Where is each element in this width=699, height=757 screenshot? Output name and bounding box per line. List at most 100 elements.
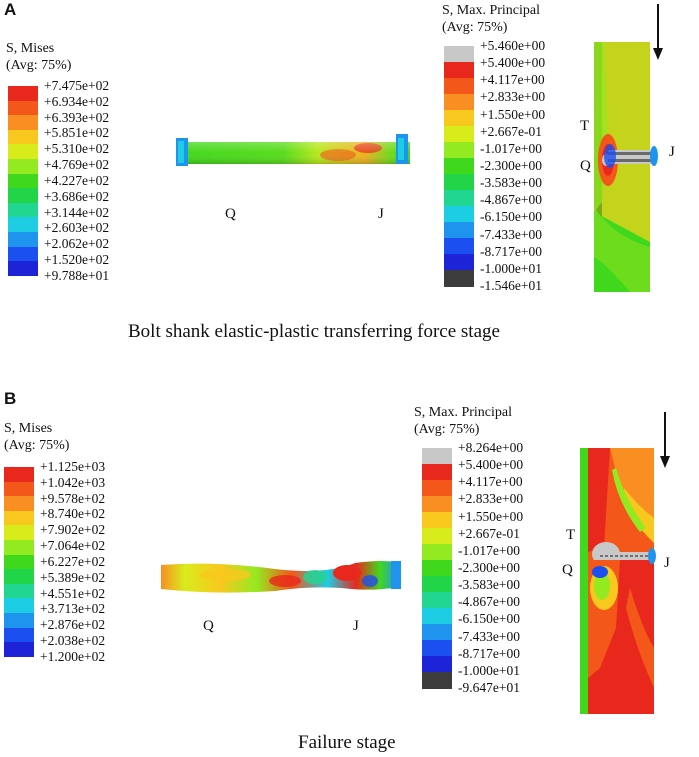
panel-a-plate-contour	[594, 42, 658, 292]
legend-value: +7.475e+02	[44, 78, 110, 93]
legend-color-band	[4, 496, 34, 512]
legend-color-band	[444, 174, 474, 191]
legend-color-band	[444, 78, 474, 95]
panel-a-bolt-contour	[176, 134, 410, 166]
legend-color-band	[422, 528, 452, 545]
legend-value: +2.038e+02	[40, 632, 106, 648]
legend-color-band	[422, 576, 452, 593]
legend-color-band	[4, 598, 34, 614]
panel-b-bolt-label-q: Q	[203, 618, 214, 634]
panel-b-plate-label-j: J	[664, 555, 670, 571]
legend-color-band	[422, 512, 452, 529]
legend-value: +2.062e+02	[44, 236, 110, 252]
principal-title-line1: S, Max. Principal	[414, 405, 512, 420]
panel-b-mises-title: S, Mises (Avg: 75%)	[4, 420, 69, 454]
legend-color-band	[4, 642, 34, 658]
legend-value: +3.686e+02	[44, 188, 110, 204]
legend-value: -8.717e+00	[458, 645, 520, 661]
principal-title-line2: (Avg: 75%)	[414, 422, 480, 437]
legend-color-band	[8, 246, 38, 262]
panel-b-plate-contour	[580, 448, 656, 714]
legend-value: +1.550e+00	[458, 508, 524, 524]
legend-value: -1.000e+01	[480, 260, 542, 276]
legend-color-band	[8, 188, 38, 204]
legend-value: +1.520e+02	[44, 251, 110, 267]
legend-color-band	[8, 159, 38, 175]
panel-b-letter: B	[4, 389, 17, 408]
panel-b-bolt-label-j: J	[353, 618, 359, 634]
legend-value: -2.300e+00	[480, 158, 542, 173]
legend-value: +2.667e-01	[458, 525, 520, 541]
legend-value: -4.867e+00	[480, 192, 542, 208]
panel-a-bolt-label-q: Q	[225, 206, 236, 222]
legend-color-band	[444, 62, 474, 79]
principal-title-line2: (Avg: 75%)	[442, 20, 508, 35]
legend-value: -8.717e+00	[480, 243, 542, 259]
legend-color-band	[8, 100, 38, 116]
legend-value: -6.150e+00	[458, 611, 520, 627]
legend-color-band	[444, 46, 474, 63]
legend-value: +9.578e+02	[40, 490, 106, 506]
panel-a-letter: A	[4, 0, 17, 19]
panel-a-bolt-label-j: J	[378, 206, 384, 222]
legend-color-band	[4, 627, 34, 643]
legend-value: -3.583e+00	[480, 175, 542, 191]
legend-value: +5.400e+00	[458, 457, 524, 473]
legend-color-band	[422, 560, 452, 577]
legend-value: +5.400e+00	[480, 55, 546, 71]
legend-value: +1.042e+03	[40, 474, 106, 490]
legend-value: +7.902e+02	[40, 522, 106, 538]
legend-value: -2.300e+00	[458, 560, 520, 575]
legend-color-band	[422, 480, 452, 497]
legend-color-band	[422, 640, 452, 657]
legend-color-band	[422, 592, 452, 609]
mises-title-line2: (Avg: 75%)	[6, 58, 72, 73]
legend-color-band	[4, 510, 34, 526]
legend-value: +3.713e+02	[40, 601, 106, 617]
legend-color-band	[444, 142, 474, 159]
legend-color-band	[8, 86, 38, 102]
legend-color-band	[8, 217, 38, 233]
legend-color-band	[4, 481, 34, 497]
legend-color-band	[422, 656, 452, 673]
legend-color-band	[422, 496, 452, 513]
legend-color-band	[422, 464, 452, 481]
legend-color-band	[4, 467, 34, 483]
legend-color-band	[8, 173, 38, 189]
legend-value: -4.867e+00	[458, 594, 520, 610]
legend-value: +4.117e+00	[480, 72, 545, 88]
panel-a-plate-label-j: J	[669, 144, 675, 160]
legend-value: +5.851e+02	[44, 125, 110, 141]
legend-value: +2.833e+00	[480, 89, 546, 105]
legend-color-band	[422, 624, 452, 641]
panel-a-mises-title: S, Mises (Avg: 75%)	[6, 40, 71, 74]
legend-color-band	[444, 238, 474, 255]
legend-value: -1.017e+00	[480, 140, 542, 156]
legend-color-band	[4, 525, 34, 541]
legend-color-band	[8, 144, 38, 160]
panel-a-load-arrow	[651, 4, 665, 60]
legend-color-band	[422, 608, 452, 625]
legend-color-band	[444, 254, 474, 271]
panel-b-bolt-contour	[161, 561, 401, 593]
panel-b-load-arrow	[658, 412, 672, 468]
legend-value: +6.934e+02	[44, 93, 110, 109]
legend-color-band	[422, 448, 452, 465]
legend-color-band	[444, 110, 474, 127]
legend-color-band	[4, 569, 34, 585]
legend-value: +4.117e+00	[458, 474, 523, 490]
legend-value: +1.125e+03	[40, 459, 106, 474]
legend-value: -7.433e+00	[480, 226, 542, 242]
legend-color-band	[444, 206, 474, 223]
legend-value: +2.667e-01	[480, 123, 542, 139]
legend-value: -3.583e+00	[458, 577, 520, 593]
legend-value: +8.264e+00	[458, 440, 524, 455]
legend-value: +5.460e+00	[480, 38, 546, 53]
legend-color-band	[444, 158, 474, 175]
legend-value: +1.550e+00	[480, 106, 546, 122]
legend-color-band	[444, 94, 474, 111]
legend-value: +4.551e+02	[40, 585, 106, 601]
down-arrow-icon	[653, 4, 663, 60]
legend-value: -9.647e+01	[458, 680, 520, 695]
legend-value: +4.769e+02	[44, 157, 110, 173]
